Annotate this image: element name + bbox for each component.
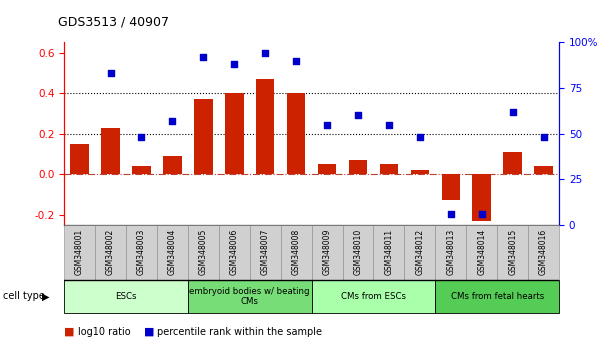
Point: [353, 113, 363, 118]
Text: GSM348008: GSM348008: [291, 229, 301, 275]
Text: GSM348012: GSM348012: [415, 229, 425, 275]
Point: [291, 58, 301, 64]
Text: GSM348010: GSM348010: [354, 229, 362, 275]
Bar: [194, 99, 213, 174]
Bar: [379, 164, 398, 174]
Text: percentile rank within the sample: percentile rank within the sample: [157, 327, 322, 337]
Bar: [373, 225, 404, 280]
Point: [167, 118, 177, 124]
Bar: [101, 127, 120, 174]
Text: GSM348005: GSM348005: [199, 229, 208, 275]
Text: GSM348006: GSM348006: [230, 229, 239, 275]
Point: [446, 211, 456, 217]
Bar: [528, 225, 559, 280]
Bar: [250, 225, 280, 280]
Bar: [157, 225, 188, 280]
Bar: [287, 93, 306, 174]
Text: ■: ■: [144, 327, 154, 337]
Bar: [95, 225, 126, 280]
Bar: [70, 144, 89, 174]
Bar: [280, 225, 312, 280]
Text: CMs from fetal hearts: CMs from fetal hearts: [450, 292, 544, 301]
Bar: [436, 280, 559, 313]
Text: embryoid bodies w/ beating
CMs: embryoid bodies w/ beating CMs: [189, 287, 310, 306]
Bar: [312, 225, 343, 280]
Bar: [188, 280, 312, 313]
Text: ■: ■: [64, 327, 75, 337]
Bar: [64, 225, 95, 280]
Text: GDS3513 / 40907: GDS3513 / 40907: [58, 15, 169, 28]
Bar: [349, 160, 367, 174]
Bar: [64, 280, 188, 313]
Text: GSM348011: GSM348011: [384, 229, 393, 275]
Point: [539, 135, 549, 140]
Point: [384, 122, 394, 127]
Bar: [411, 170, 429, 174]
Bar: [472, 174, 491, 221]
Bar: [318, 164, 336, 174]
Bar: [535, 166, 553, 174]
Point: [260, 51, 270, 56]
Point: [137, 135, 147, 140]
Text: GSM348001: GSM348001: [75, 229, 84, 275]
Point: [322, 122, 332, 127]
Text: GSM348014: GSM348014: [477, 229, 486, 275]
Text: GSM348009: GSM348009: [323, 229, 332, 275]
Bar: [256, 79, 274, 174]
Bar: [503, 152, 522, 174]
Text: GSM348002: GSM348002: [106, 229, 115, 275]
Bar: [497, 225, 528, 280]
Text: GSM348015: GSM348015: [508, 229, 517, 275]
Point: [199, 54, 208, 60]
Bar: [126, 225, 157, 280]
Bar: [163, 156, 181, 174]
Bar: [219, 225, 250, 280]
Text: GSM348003: GSM348003: [137, 229, 146, 275]
Point: [229, 62, 239, 67]
Point: [477, 211, 486, 217]
Point: [415, 135, 425, 140]
Bar: [188, 225, 219, 280]
Text: ▶: ▶: [42, 291, 49, 302]
Text: GSM348007: GSM348007: [261, 229, 269, 275]
Text: log10 ratio: log10 ratio: [78, 327, 130, 337]
Bar: [132, 166, 151, 174]
Text: GSM348016: GSM348016: [539, 229, 548, 275]
Text: cell type: cell type: [3, 291, 45, 302]
Bar: [466, 225, 497, 280]
Text: ESCs: ESCs: [115, 292, 137, 301]
Bar: [442, 174, 460, 200]
Bar: [404, 225, 436, 280]
Text: CMs from ESCs: CMs from ESCs: [341, 292, 406, 301]
Bar: [312, 280, 436, 313]
Point: [508, 109, 518, 115]
Bar: [225, 93, 244, 174]
Point: [106, 71, 115, 76]
Text: GSM348004: GSM348004: [168, 229, 177, 275]
Text: GSM348013: GSM348013: [446, 229, 455, 275]
Bar: [343, 225, 373, 280]
Bar: [436, 225, 466, 280]
